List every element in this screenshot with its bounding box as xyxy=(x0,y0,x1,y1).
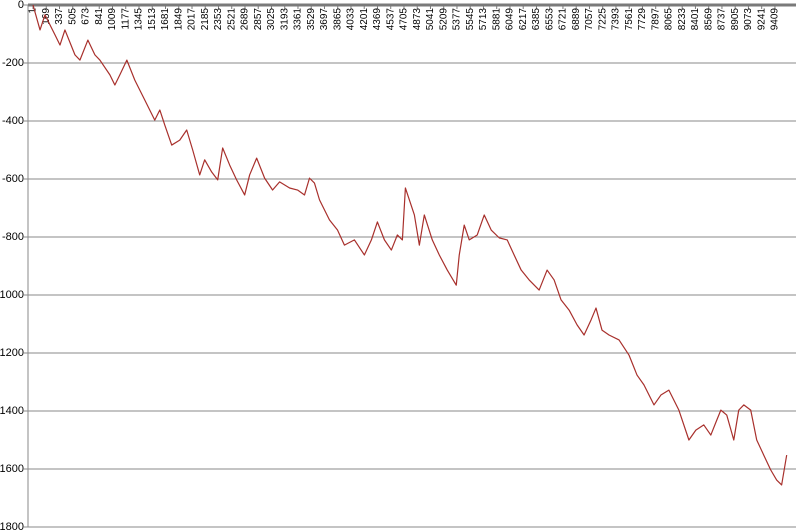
x-tick-label: 5041 xyxy=(425,8,436,31)
y-tick-label: -1600 xyxy=(0,463,24,475)
x-tick-label: 6553 xyxy=(544,8,555,31)
x-tick-label: 3193 xyxy=(279,8,290,31)
x-tick-label: 9241 xyxy=(756,8,767,31)
x-tick-label: 841 xyxy=(94,8,105,25)
x-tick-label: 4201 xyxy=(359,8,370,31)
x-tick-label: 8401 xyxy=(690,8,701,31)
x-tick-label: 2857 xyxy=(253,8,264,31)
y-tick-label: -1000 xyxy=(0,289,24,301)
x-tick-label: 7225 xyxy=(597,8,608,31)
x-tick-label: 4369 xyxy=(372,8,383,31)
x-tick-label: 673 xyxy=(81,8,92,25)
x-tick-label: 6385 xyxy=(531,8,542,31)
x-tick-label: 7897 xyxy=(650,8,661,31)
x-tick-label: 337 xyxy=(54,8,65,25)
x-tick-label: 169 xyxy=(41,8,52,25)
x-tick-label: 8233 xyxy=(677,8,688,31)
x-tick-label: 5881 xyxy=(491,8,502,31)
y-tick-label: -600 xyxy=(2,173,24,185)
x-tick-label: 1345 xyxy=(134,8,145,31)
x-tick-label: 505 xyxy=(67,8,78,25)
x-tick-label: 1 xyxy=(28,8,39,14)
x-tick-label: 2353 xyxy=(213,8,224,31)
x-tick-label: 1513 xyxy=(147,8,158,31)
x-tick-label: 8737 xyxy=(717,8,728,31)
y-tick-label: -400 xyxy=(2,115,24,127)
x-tick-label: 6721 xyxy=(558,8,569,31)
y-tick-label: 0 xyxy=(18,0,24,11)
x-tick-label: 4873 xyxy=(412,8,423,31)
x-tick-label: 1177 xyxy=(120,8,131,30)
x-tick-label: 2521 xyxy=(226,8,237,31)
x-tick-label: 5377 xyxy=(452,8,463,31)
y-tick-label: -800 xyxy=(2,231,24,243)
x-tick-label: 3361 xyxy=(293,8,304,31)
x-tick-label: 2689 xyxy=(240,8,251,31)
x-tick-label: 8905 xyxy=(730,8,741,31)
x-tick-label: 7561 xyxy=(624,8,635,31)
x-tick-label: 5209 xyxy=(438,8,449,31)
data-line xyxy=(32,4,788,486)
x-tick-label: 9409 xyxy=(770,8,781,31)
x-tick-label: 3529 xyxy=(306,8,317,31)
x-tick-label: 1681 xyxy=(160,8,171,31)
x-tick-label: 2185 xyxy=(200,8,211,31)
x-tick-label: 2017 xyxy=(187,8,198,31)
x-tick-label: 7729 xyxy=(637,8,648,31)
x-tick-label: 4537 xyxy=(385,8,396,31)
y-tick-label: -1800 xyxy=(0,521,24,532)
y-tick-label: -1400 xyxy=(0,405,24,417)
x-tick-label: 5545 xyxy=(465,8,476,31)
x-tick-label: 3697 xyxy=(319,8,330,31)
x-tick-label: 1849 xyxy=(173,8,184,31)
x-tick-label: 4705 xyxy=(399,8,410,31)
x-tick-label: 7057 xyxy=(584,8,595,31)
x-tick-label: 3865 xyxy=(332,8,343,31)
x-tick-label: 8569 xyxy=(703,8,714,31)
x-tick-label: 1009 xyxy=(107,8,118,31)
x-tick-label: 6889 xyxy=(571,8,582,31)
x-tick-label: 3025 xyxy=(266,8,277,31)
y-tick-label: -200 xyxy=(2,57,24,69)
x-tick-label: 6217 xyxy=(518,8,529,31)
x-tick-label: 6049 xyxy=(505,8,516,31)
x-tick-label: 5713 xyxy=(478,8,489,31)
y-tick-label: -1200 xyxy=(0,347,24,359)
x-tick-label: 9073 xyxy=(743,8,754,31)
x-tick-label: 7393 xyxy=(611,8,622,31)
x-tick-label: 4033 xyxy=(346,8,357,31)
x-tick-label: 8065 xyxy=(664,8,675,31)
